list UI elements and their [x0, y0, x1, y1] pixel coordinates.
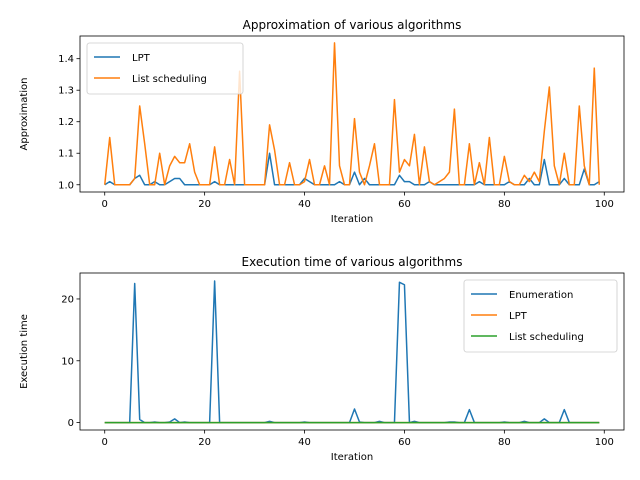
legend-entry: List scheduling — [509, 332, 584, 343]
x-axis-label: Iteration — [331, 452, 373, 463]
legend-entry: Enumeration — [509, 290, 573, 301]
x-tick-label: 0 — [102, 437, 108, 448]
chart-2: Execution time of various algorithms 0 20 4… — [19, 255, 625, 463]
y-axis-label: Approximation — [19, 78, 30, 151]
legend: Enumeration LPT List scheduling — [463, 279, 618, 353]
x-tick-label: 100 — [595, 437, 614, 448]
y-tick-label: 1.1 — [58, 149, 74, 160]
x-tick-label: 60 — [398, 437, 411, 448]
legend-entry: LPT — [509, 311, 528, 322]
legend-box — [463, 279, 618, 353]
axes-frame — [79, 272, 625, 431]
x-tick-label: 100 — [595, 199, 614, 210]
y-tick-label: 10 — [61, 356, 74, 367]
x-tick-label: 40 — [298, 437, 311, 448]
y-tick-label: 1.3 — [58, 86, 74, 97]
y-tick-label: 0 — [68, 418, 74, 429]
x-tick-label: 20 — [198, 199, 211, 210]
legend-entry: List scheduling — [132, 74, 207, 85]
x-tick-label: 80 — [498, 437, 511, 448]
x-tick-label: 40 — [298, 199, 311, 210]
y-tick-label: 1.2 — [58, 117, 74, 128]
legend: LPT List scheduling — [86, 42, 244, 95]
x-tick-label: 60 — [398, 199, 411, 210]
chart-1: Approximation of various algorithms 0 20 40… — [19, 18, 625, 225]
series-line-list-scheduling — [103, 42, 601, 186]
legend-entry: LPT — [132, 53, 151, 64]
plot-area — [104, 280, 600, 424]
legend-box — [86, 42, 244, 95]
axes-frame — [79, 35, 625, 193]
y-tick-label: 1.0 — [58, 180, 74, 191]
y-tick-label: 1.4 — [58, 54, 74, 65]
plot-area — [103, 42, 601, 186]
x-tick-label: 80 — [498, 199, 511, 210]
y-tick-label: 20 — [61, 294, 74, 305]
chart-title: Execution time of various algorithms — [242, 255, 463, 269]
chart-title: Approximation of various algorithms — [243, 18, 462, 32]
x-axis-label: Iteration — [331, 214, 373, 225]
y-axis-label: Execution time — [19, 314, 30, 389]
x-tick-label: 20 — [198, 437, 211, 448]
x-tick-label: 0 — [102, 199, 108, 210]
